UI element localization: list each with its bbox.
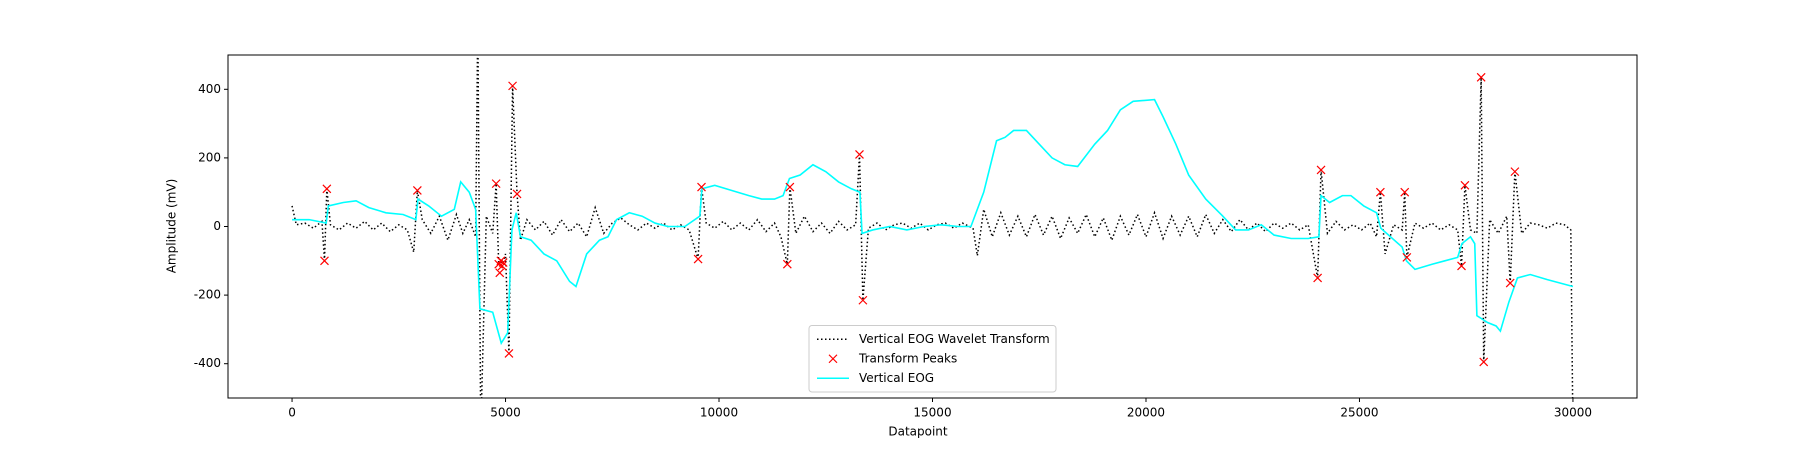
peak-marker (1375, 187, 1385, 197)
x-tick-label: 10000 (700, 406, 738, 420)
peak-marker (1460, 180, 1470, 190)
peak-marker (855, 150, 864, 159)
peak-marker (412, 186, 422, 195)
peak-marker (498, 258, 508, 267)
peak-marker (697, 182, 706, 192)
peak-marker (1316, 165, 1326, 175)
y-tick-label: 400 (198, 82, 221, 96)
x-tick-label: 30000 (1554, 406, 1592, 420)
peak-marker (1400, 187, 1410, 197)
x-tick-label: 5000 (490, 406, 521, 420)
x-tick-label: 15000 (913, 406, 951, 420)
y-tick-label: 200 (198, 150, 221, 164)
legend-box (808, 325, 1057, 393)
y-axis-label: Amplitude (mV) (165, 179, 179, 274)
legend-marker (828, 354, 838, 364)
legend-label: Vertical EOG Wavelet Transform (859, 332, 1050, 346)
peak-marker (512, 189, 522, 199)
legend-label: Vertical EOG (859, 371, 934, 385)
legend-label: Transform Peaks (858, 351, 957, 365)
plot-area (291, 55, 1574, 398)
peak-marker (320, 256, 329, 266)
y-tick-label: -200 (194, 288, 221, 302)
peak-marker (1313, 273, 1323, 283)
peak-marker (1476, 72, 1486, 82)
peak-marker (785, 182, 795, 192)
y-tick-label: 0 (213, 219, 221, 233)
peak-marker (495, 268, 505, 278)
peak-marker (1479, 357, 1489, 367)
x-tick-label: 25000 (1340, 406, 1378, 420)
peak-marker (508, 81, 517, 91)
peak-marker (1510, 167, 1520, 177)
peak-marker (693, 254, 703, 264)
x-tick-label: 20000 (1127, 406, 1165, 420)
peak-marker (1402, 252, 1412, 262)
peak-marker (782, 259, 792, 269)
peak-marker (491, 179, 501, 189)
peak-marker (322, 184, 332, 194)
peak-marker (1505, 278, 1515, 288)
y-tick-label: -400 (194, 356, 221, 370)
peak-marker (1457, 261, 1466, 271)
peak-marker (858, 295, 868, 305)
x-axis-label: Datapoint (888, 425, 948, 439)
series-line (292, 98, 1574, 346)
x-tick-label: 0 (288, 406, 296, 420)
peak-marker (504, 348, 514, 358)
